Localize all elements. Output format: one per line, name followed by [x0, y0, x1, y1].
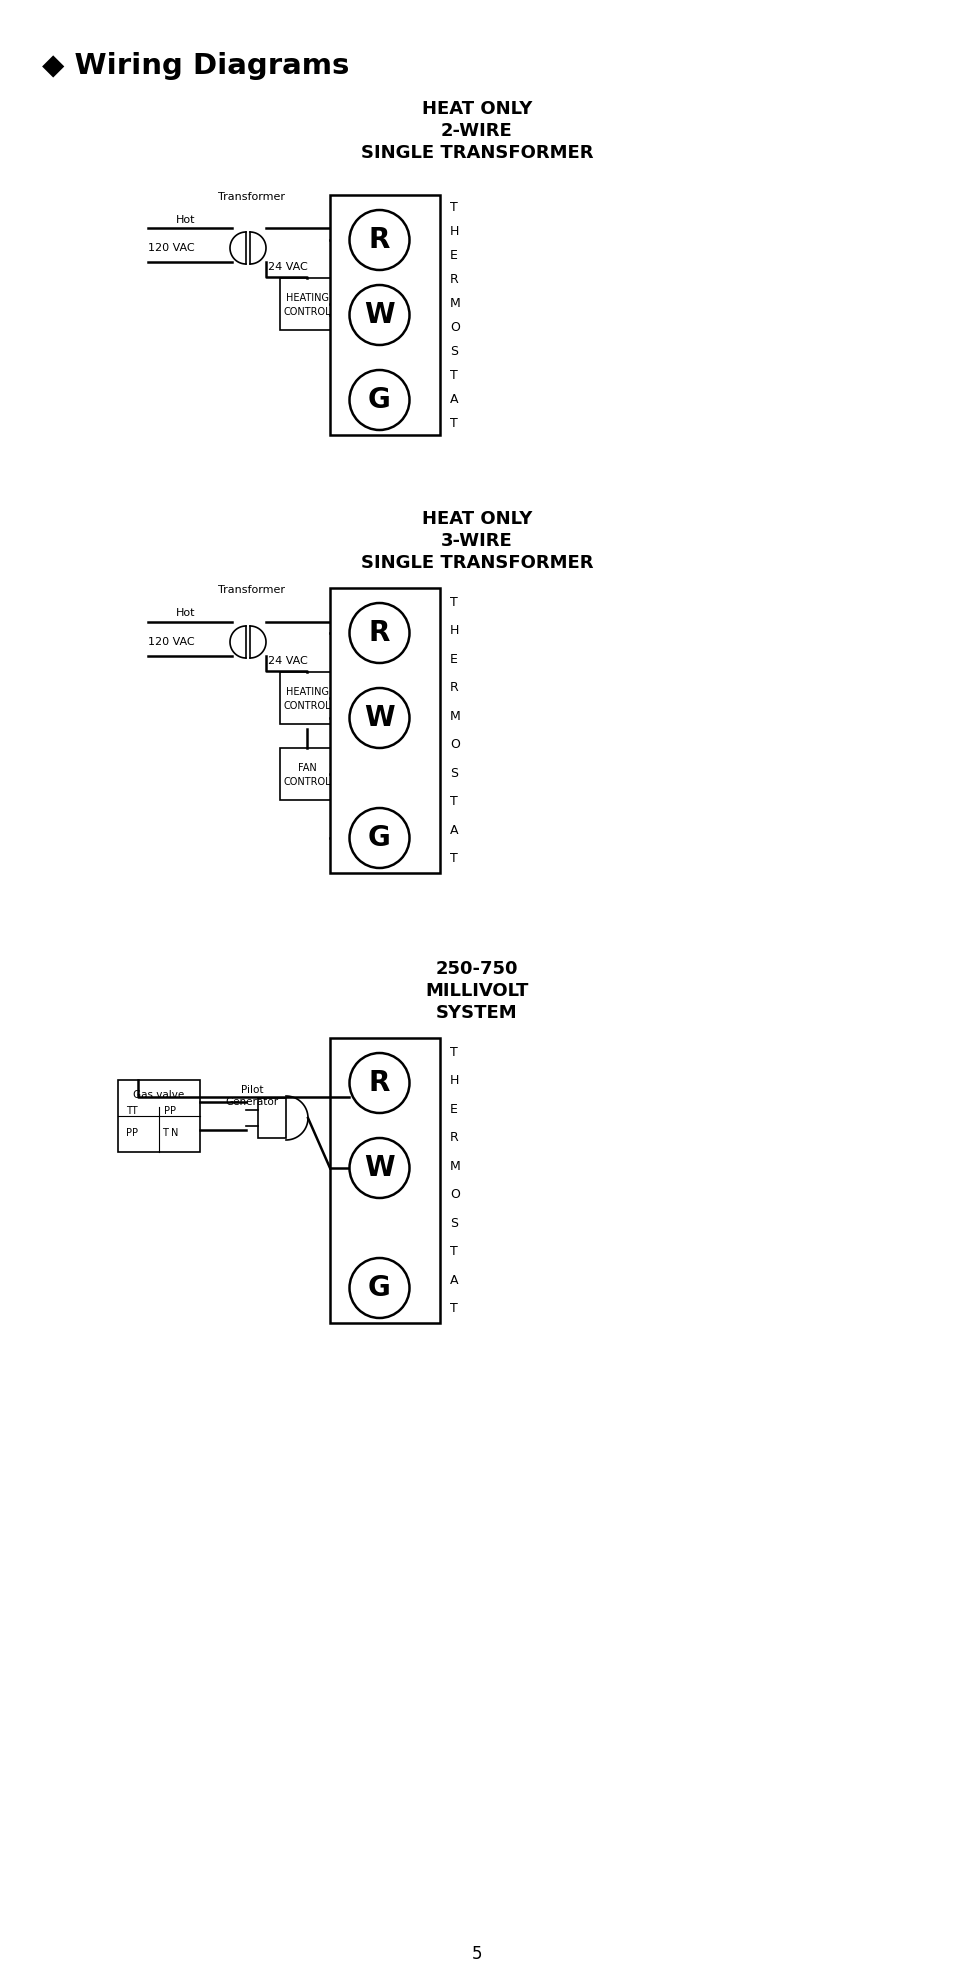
Text: TT: TT — [126, 1106, 137, 1116]
Text: A: A — [450, 824, 458, 836]
Text: M: M — [450, 1160, 460, 1173]
Text: H: H — [450, 225, 459, 237]
Text: G: G — [368, 824, 391, 852]
Text: CONTROL: CONTROL — [283, 308, 331, 317]
Text: S: S — [450, 767, 457, 779]
Text: FAN: FAN — [297, 763, 316, 773]
Text: T: T — [450, 1302, 457, 1315]
Circle shape — [349, 688, 409, 747]
Text: R: R — [450, 272, 458, 286]
Text: 24 VAC: 24 VAC — [268, 657, 308, 667]
Text: R: R — [369, 227, 390, 254]
Text: T: T — [450, 795, 457, 809]
Text: 5: 5 — [471, 1944, 482, 1962]
Text: MILLIVOLT: MILLIVOLT — [425, 982, 528, 1000]
Text: Transformer: Transformer — [218, 191, 285, 201]
Text: A: A — [450, 1274, 458, 1288]
Bar — [280, 672, 335, 724]
Text: HEATING: HEATING — [286, 686, 329, 696]
Text: G: G — [368, 1274, 391, 1302]
Text: G: G — [368, 387, 391, 414]
Text: E: E — [450, 1102, 457, 1116]
Bar — [118, 1081, 200, 1152]
Text: T: T — [450, 1045, 457, 1059]
Text: SYSTEM: SYSTEM — [436, 1004, 517, 1021]
Text: CONTROL: CONTROL — [283, 777, 331, 787]
Text: HEAT ONLY: HEAT ONLY — [421, 511, 532, 528]
Circle shape — [349, 371, 409, 430]
Text: PP: PP — [164, 1106, 175, 1116]
Text: T: T — [450, 416, 457, 430]
Text: R: R — [450, 1132, 458, 1144]
Text: A: A — [450, 392, 458, 406]
Bar — [330, 195, 439, 436]
Text: Gas valve: Gas valve — [133, 1091, 185, 1100]
Text: HEATING: HEATING — [286, 292, 329, 304]
Text: 24 VAC: 24 VAC — [268, 262, 308, 272]
Bar — [330, 1037, 439, 1323]
Text: S: S — [450, 1217, 457, 1231]
Circle shape — [349, 1138, 409, 1199]
Circle shape — [349, 1053, 409, 1112]
Text: H: H — [450, 1075, 459, 1087]
Text: SINGLE TRANSFORMER: SINGLE TRANSFORMER — [360, 554, 593, 572]
Bar — [330, 588, 439, 874]
Text: Pilot: Pilot — [240, 1085, 263, 1094]
Text: 120 VAC: 120 VAC — [148, 243, 194, 252]
Circle shape — [349, 603, 409, 663]
Text: W: W — [364, 1154, 395, 1181]
Text: T: T — [450, 1244, 457, 1258]
Text: Transformer: Transformer — [218, 586, 285, 596]
Text: T: T — [450, 852, 457, 866]
Text: ◆ Wiring Diagrams: ◆ Wiring Diagrams — [42, 51, 349, 81]
Text: R: R — [369, 1069, 390, 1096]
Text: O: O — [450, 738, 459, 751]
Text: E: E — [450, 248, 457, 262]
Text: W: W — [364, 302, 395, 329]
Bar — [257, 1098, 286, 1138]
Text: M: M — [450, 710, 460, 724]
Circle shape — [349, 209, 409, 270]
Text: H: H — [450, 625, 459, 637]
Circle shape — [349, 809, 409, 868]
Text: PP: PP — [126, 1128, 138, 1138]
Text: O: O — [450, 1189, 459, 1201]
Text: M: M — [450, 296, 460, 310]
Text: CONTROL: CONTROL — [283, 700, 331, 710]
Bar — [280, 278, 335, 329]
Text: T: T — [450, 596, 457, 609]
Text: Hot: Hot — [175, 215, 195, 225]
Text: R: R — [450, 680, 458, 694]
Text: Hot: Hot — [175, 607, 195, 617]
Text: 2-WIRE: 2-WIRE — [440, 122, 513, 140]
Text: S: S — [450, 345, 457, 357]
Text: W: W — [364, 704, 395, 732]
Text: SINGLE TRANSFORMER: SINGLE TRANSFORMER — [360, 144, 593, 162]
Text: Generator: Generator — [225, 1096, 278, 1106]
Text: 250-750: 250-750 — [436, 960, 517, 978]
Text: T: T — [450, 369, 457, 381]
Text: O: O — [450, 321, 459, 333]
Text: E: E — [450, 653, 457, 667]
Text: 120 VAC: 120 VAC — [148, 637, 194, 647]
Circle shape — [349, 286, 409, 345]
Text: 3-WIRE: 3-WIRE — [440, 532, 513, 550]
Text: HEAT ONLY: HEAT ONLY — [421, 101, 532, 118]
Bar — [280, 747, 335, 801]
Text: R: R — [369, 619, 390, 647]
Text: T: T — [450, 201, 457, 213]
Text: T N: T N — [162, 1128, 178, 1138]
Circle shape — [349, 1258, 409, 1317]
